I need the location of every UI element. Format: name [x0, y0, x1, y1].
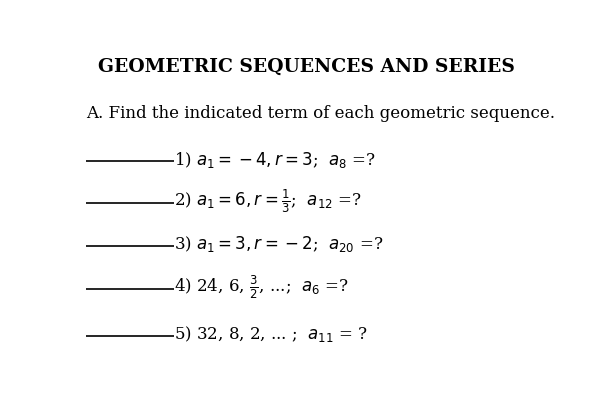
Text: 4) 24, 6, $\frac{3}{2}$, ...;  $a_6$ =?: 4) 24, 6, $\frac{3}{2}$, ...; $a_6$ =? — [174, 273, 349, 300]
Text: GEOMETRIC SEQUENCES AND SERIES: GEOMETRIC SEQUENCES AND SERIES — [97, 58, 515, 76]
Text: 3) $a_1 = 3, r = -2$;  $a_{20}$ =?: 3) $a_1 = 3, r = -2$; $a_{20}$ =? — [174, 234, 383, 254]
Text: 2) $a_1 = 6, r = \frac{1}{3}$;  $a_{12}$ =?: 2) $a_1 = 6, r = \frac{1}{3}$; $a_{12}$ … — [174, 187, 362, 214]
Text: 5) 32, 8, 2, ... ;  $a_{11}$ = ?: 5) 32, 8, 2, ... ; $a_{11}$ = ? — [174, 323, 368, 343]
Text: 1) $a_1 = -4, r = 3$;  $a_8$ =?: 1) $a_1 = -4, r = 3$; $a_8$ =? — [174, 149, 376, 169]
Text: A. Find the indicated term of each geometric sequence.: A. Find the indicated term of each geome… — [86, 104, 555, 122]
